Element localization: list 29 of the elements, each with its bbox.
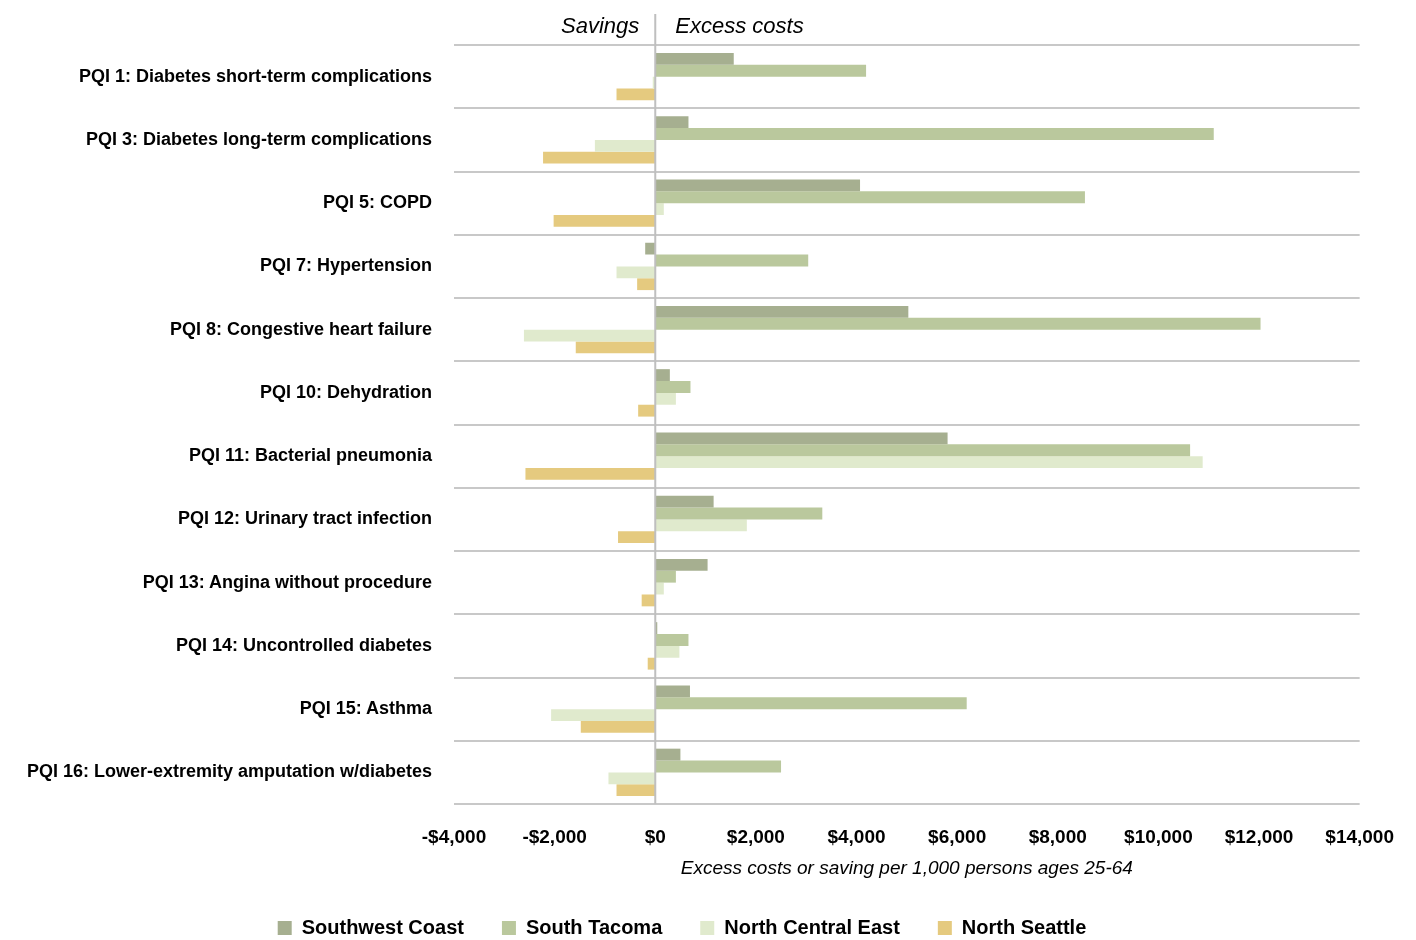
x-tick-label: $8,000 (1028, 825, 1087, 847)
y-tick-label: PQI 5: COPD (322, 192, 432, 213)
x-tick-label: -$4,000 (421, 825, 487, 847)
legend-label: Southwest Coast (301, 915, 465, 938)
x-tick-label: $2,000 (726, 825, 785, 847)
legend-label: North Seattle (961, 915, 1087, 938)
y-tick-label: PQI 16: Lower-extremity amputation w/diabetes (26, 761, 432, 782)
y-tick-label: PQI 12: Urinary tract infection (177, 508, 432, 529)
y-tick-label: PQI 10: Dehydration (259, 381, 432, 402)
x-tick-label: $4,000 (827, 825, 886, 847)
legend-label: North Central East (724, 915, 901, 938)
x-tick-label: $6,000 (928, 825, 987, 847)
y-tick-label: PQI 1: Diabetes short-term complications (78, 65, 432, 86)
y-tick-label: PQI 3: Diabetes long-term complications (85, 128, 432, 149)
x-tick-label: $12,000 (1224, 825, 1294, 847)
x-tick-label: $0 (644, 825, 666, 847)
x-axis-title: Excess costs or saving per 1,000 persons ages 25-64 (680, 856, 1133, 878)
y-tick-label: PQI 11: Bacterial pneumonia (188, 445, 433, 466)
y-tick-label: PQI 15: Asthma (299, 698, 433, 719)
x-tick-label: $14,000 (1325, 825, 1394, 847)
annotation: Savings (560, 13, 640, 39)
x-tick-label: -$2,000 (522, 825, 587, 847)
y-tick-label: PQI 14: Uncontrolled diabetes (175, 634, 432, 655)
y-tick-label: PQI 7: Hypertension (259, 255, 432, 276)
y-tick-label: PQI 8: Congestive heart failure (169, 318, 432, 339)
annotation: Excess costs (675, 13, 804, 39)
x-tick-label: $10,000 (1124, 825, 1193, 847)
y-tick-label: PQI 13: Angina without procedure (142, 571, 432, 592)
legend-label: South Tacoma (525, 915, 664, 938)
